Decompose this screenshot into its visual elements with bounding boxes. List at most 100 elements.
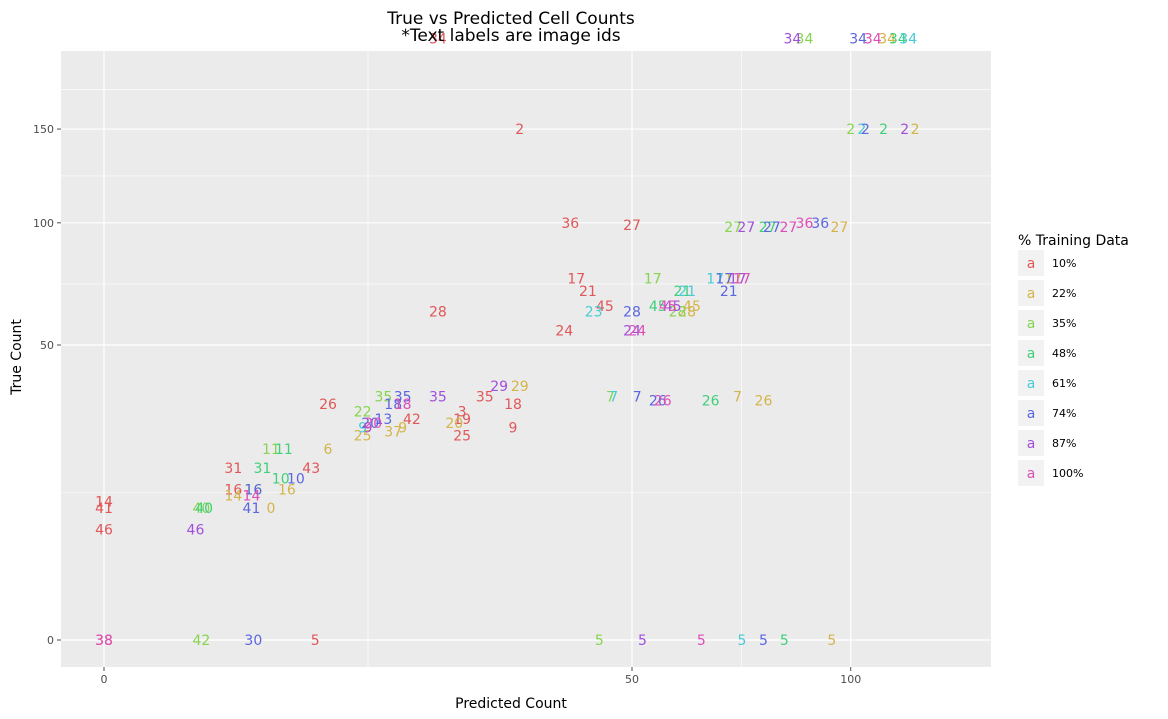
point-label: 17 (724, 272, 742, 288)
point-label: 26 (702, 393, 720, 409)
point-label: 16 (224, 483, 242, 499)
point-label: 34 (784, 31, 802, 47)
point-label: 7 (606, 390, 615, 406)
point-label: 19 (453, 412, 471, 428)
point-label: 6 (324, 442, 333, 458)
x-tick-label: 50 (625, 673, 639, 686)
point-label: 17 (567, 272, 585, 288)
legend-label: 87% (1052, 437, 1076, 450)
point-label: 27 (737, 220, 755, 236)
minor-gridlines (61, 51, 991, 667)
point-label: 25 (354, 429, 372, 445)
point-label: 27 (724, 220, 742, 236)
point-label: 9 (398, 420, 407, 436)
legend-label: 61% (1052, 377, 1076, 390)
point-label: 34 (864, 31, 882, 47)
legend-key-box (1018, 280, 1044, 306)
point-label: 35 (429, 390, 447, 406)
point-label: 17 (644, 272, 662, 288)
point-label: 18 (504, 397, 522, 413)
point-label: 34 (796, 31, 814, 47)
point-label: 42 (192, 633, 210, 649)
point-label: 20 (361, 416, 379, 432)
legend-key-box (1018, 460, 1044, 486)
point-label: 18 (384, 397, 402, 413)
point-label: 36 (561, 216, 579, 232)
point-label: 2 (861, 122, 870, 138)
point-label: 16 (278, 483, 296, 499)
legend: % Training Data a 10% a 22% a 35% a 48% a 61% a 74%… (1018, 233, 1129, 486)
legend-key-box (1018, 340, 1044, 366)
point-label: 20 (364, 416, 382, 432)
point-label: 21 (678, 284, 696, 300)
point-label: 21 (673, 284, 691, 300)
point-label: 35 (476, 390, 494, 406)
point-label: 34 (889, 31, 907, 47)
point-label: 26 (319, 397, 337, 413)
y-axis-label: True Count (9, 319, 25, 396)
point-label: 17 (729, 272, 747, 288)
major-gridlines (61, 51, 991, 667)
point-label: 27 (759, 220, 777, 236)
point-label: 10 (287, 471, 305, 487)
point-label: 18 (394, 397, 412, 413)
legend-key-glyph: a (1027, 346, 1036, 362)
point-label: 40 (195, 501, 213, 517)
chart-subtitle: *Text labels are image ids (401, 26, 620, 46)
point-label: 42 (403, 412, 421, 428)
point-label: 29 (490, 379, 508, 395)
legend-label: 100% (1052, 467, 1083, 480)
legend-key-glyph: a (1027, 286, 1036, 302)
legend-key-box (1018, 370, 1044, 396)
point-label: 43 (302, 461, 320, 477)
point-label: 23 (585, 305, 603, 321)
point-label: 7 (733, 390, 742, 406)
point-label: 45 (659, 299, 677, 315)
point-label: 46 (95, 523, 113, 539)
point-label: 20 (445, 416, 463, 432)
legend-key-glyph: a (1027, 256, 1036, 272)
point-label: 3 (458, 404, 467, 420)
point-label: 2 (879, 122, 888, 138)
point-label: 45 (664, 299, 682, 315)
point-label: 26 (649, 393, 667, 409)
point-label: 2 (911, 122, 920, 138)
x-tick-label: 0 (101, 673, 108, 686)
point-label: 11 (275, 442, 293, 458)
legend-key-box (1018, 400, 1044, 426)
point-label: 24 (555, 324, 573, 340)
legend-label: 22% (1052, 287, 1076, 300)
point-label: 11 (262, 442, 280, 458)
point-label: 16 (244, 483, 262, 499)
point-label: 35 (374, 390, 392, 406)
point-label: 7 (609, 390, 618, 406)
point-label: 2 (515, 122, 524, 138)
y-tick-label: 150 (33, 123, 54, 136)
point-label: 41 (95, 501, 113, 517)
point-label: 38 (95, 633, 113, 649)
point-label: 7 (633, 390, 642, 406)
point-label: 25 (453, 429, 471, 445)
point-label: 9 (358, 420, 367, 436)
point-label: 9 (509, 420, 518, 436)
point-label: 45 (683, 299, 701, 315)
point-label: 34 (429, 31, 447, 47)
point-label: 24 (628, 324, 646, 340)
legend-label: 48% (1052, 347, 1076, 360)
point-label: 28 (678, 305, 696, 321)
legend-items: a 10% a 22% a 35% a 48% a 61% a 74% a 87% a 100% (1018, 250, 1083, 486)
point-label: 5 (595, 633, 604, 649)
point-label: 37 (384, 424, 402, 440)
point-label: 31 (224, 461, 242, 477)
legend-key-glyph: a (1027, 406, 1036, 422)
point-label: 36 (811, 216, 829, 232)
legend-key-box (1018, 250, 1044, 276)
point-label: 17 (715, 272, 733, 288)
point-label: 17 (733, 272, 751, 288)
point-label: 16 (244, 483, 262, 499)
point-label: 5 (827, 633, 836, 649)
point-label: 14 (243, 488, 261, 504)
